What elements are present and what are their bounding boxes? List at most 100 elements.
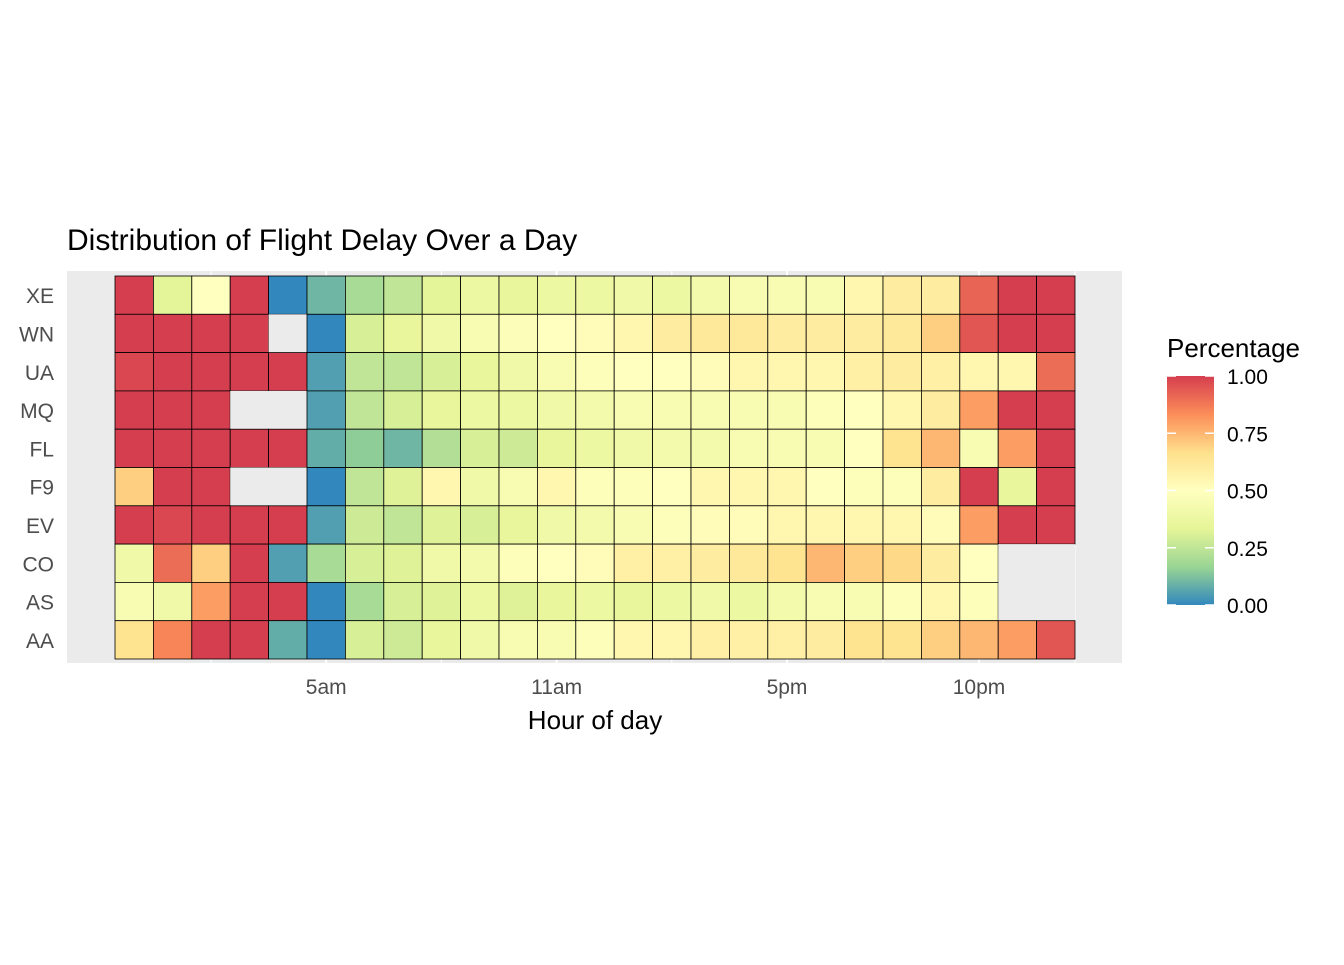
heatmap-cell-ua-17	[767, 352, 807, 392]
heatmap-cell-wn-2	[191, 313, 231, 353]
heatmap-cell-xe-24	[1036, 275, 1076, 315]
heatmap-cell-mq-17	[767, 390, 807, 430]
heatmap-cell-co-14	[652, 543, 692, 583]
heatmap-cell-ev-3	[229, 505, 269, 545]
heatmap-cell-ua-9	[460, 352, 500, 392]
heatmap-cell-f9-17	[767, 467, 807, 507]
heatmap-cell-fl-12	[575, 428, 615, 468]
heatmap-cell-aa-20	[882, 620, 922, 660]
heatmap-cell-mq-23	[997, 390, 1038, 430]
heatmap-cell-co-21	[921, 543, 961, 583]
heatmap-cell-wn-9	[460, 313, 500, 353]
chart-title: Distribution of Flight Delay Over a Day	[67, 224, 577, 257]
heatmap-cell-aa-17	[767, 620, 807, 660]
legend-tick-label: 0.00	[1227, 595, 1268, 618]
heatmap-cell-ua-24	[1036, 352, 1076, 392]
heatmap-cell-aa-16	[729, 620, 769, 660]
heatmap-cell-ev-24	[1036, 505, 1076, 545]
y-axis-labels: XE WN UA MQ FL F9 EV CO AS AA	[19, 285, 54, 653]
heatmap-cell-co-9	[460, 543, 500, 583]
heatmap-cell-mq-11	[537, 390, 577, 430]
heatmap-cell-wn-11	[537, 313, 577, 353]
heatmap-cell-co-10	[498, 543, 538, 583]
heatmap-cell-wn-23	[997, 313, 1038, 353]
heatmap-cell-as-18	[805, 582, 846, 622]
heatmap-cell-ua-11	[537, 352, 577, 392]
legend-ticks: 1.00 0.75 0.50 0.25 0.00	[1167, 366, 1268, 618]
heatmap-cell-as-3	[229, 582, 269, 622]
heatmap-cell-f9-21	[921, 467, 961, 507]
heatmap-cell-ev-13	[613, 505, 654, 545]
heatmap-cell-as-6	[344, 582, 385, 622]
heatmap-cell-f9-8	[421, 467, 462, 507]
heatmap-cell-f9-1	[152, 467, 193, 507]
heatmap-cell-mq-10	[498, 390, 538, 430]
heatmap-cell-wn-17	[767, 313, 807, 353]
y-label-mq: MQ	[20, 400, 54, 423]
heatmap-cell-ua-12	[575, 352, 615, 392]
heatmap-cell-f9-2	[191, 467, 231, 507]
heatmap-cell-as-2	[191, 582, 231, 622]
heatmap-cell-as-8	[421, 582, 462, 622]
heatmap-cell-f9-12	[575, 467, 615, 507]
heatmap-cell-wn-14	[652, 313, 692, 353]
heatmap-cell-ua-10	[498, 352, 538, 392]
heatmap-cell-co-12	[575, 543, 615, 583]
heatmap-cell-fl-17	[767, 428, 807, 468]
heatmap-cell-fl-23	[997, 428, 1038, 468]
heatmap-cell-ua-19	[844, 352, 884, 392]
y-label-ev: EV	[26, 515, 54, 538]
heatmap-cell-co-11	[537, 543, 577, 583]
heatmap-cell-co-24	[1036, 544, 1075, 583]
heatmap-cell-co-23	[998, 544, 1037, 583]
heatmap-cell-xe-22	[959, 275, 999, 315]
heatmap-cell-mq-6	[344, 390, 385, 430]
heatmap-cell-ua-13	[613, 352, 654, 392]
heatmap-cell-as-16	[729, 582, 769, 622]
heatmap-cell-fl-24	[1036, 428, 1076, 468]
heatmap-cell-f9-18	[805, 467, 846, 507]
heatmap-cell-wn-4	[268, 314, 307, 353]
heatmap-cell-fl-8	[421, 428, 462, 468]
heatmap-cell-aa-1	[152, 620, 193, 660]
heatmap-cell-mq-12	[575, 390, 615, 430]
heatmap-cell-fl-2	[191, 428, 231, 468]
heatmap-cell-mq-9	[460, 390, 500, 430]
heatmap-cell-f9-16	[729, 467, 769, 507]
heatmap-cell-ua-14	[652, 352, 692, 392]
heatmap-cell-ev-20	[882, 505, 922, 545]
legend-tick-label: 1.00	[1227, 366, 1268, 389]
heatmap-cell-aa-15	[690, 620, 730, 660]
heatmap-cell-aa-10	[498, 620, 538, 660]
heatmap-cell-co-17	[767, 543, 807, 583]
heatmap-cell-wn-5	[306, 313, 346, 353]
heatmap-cell-co-22	[959, 543, 999, 583]
heatmap-cell-f9-20	[882, 467, 922, 507]
heatmap-cell-mq-8	[421, 390, 462, 430]
legend-tick-label: 0.50	[1227, 481, 1268, 504]
y-label-ua: UA	[25, 362, 54, 385]
y-label-wn: WN	[19, 323, 54, 346]
heatmap-cell-ev-7	[383, 505, 423, 545]
heatmap-cell-wn-19	[844, 313, 884, 353]
heatmap-cell-ev-14	[652, 505, 692, 545]
heatmap-cell-fl-4	[268, 428, 308, 468]
heatmap-cell-ua-8	[421, 352, 462, 392]
heatmap-cell-ev-1	[152, 505, 193, 545]
heatmap-cell-wn-18	[805, 313, 846, 353]
heatmap-cell-as-19	[844, 582, 884, 622]
heatmap-cell-ua-1	[152, 352, 193, 392]
heatmap-cell-ua-16	[729, 352, 769, 392]
heatmap-cell-aa-5	[306, 620, 346, 660]
heatmap-cell-ua-22	[959, 352, 999, 392]
heatmap-cell-as-9	[460, 582, 500, 622]
heatmap-cell-f9-24	[1036, 467, 1076, 507]
x-tick-label-10pm: 10pm	[953, 676, 1006, 699]
heatmap-cell-xe-17	[767, 275, 807, 315]
heatmap-cell-fl-19	[844, 428, 884, 468]
heatmap-cell-mq-5	[306, 390, 346, 430]
heatmap-cell-mq-16	[729, 390, 769, 430]
heatmap-cell-f9-13	[613, 467, 654, 507]
heatmap-cell-mq-2	[191, 390, 231, 430]
